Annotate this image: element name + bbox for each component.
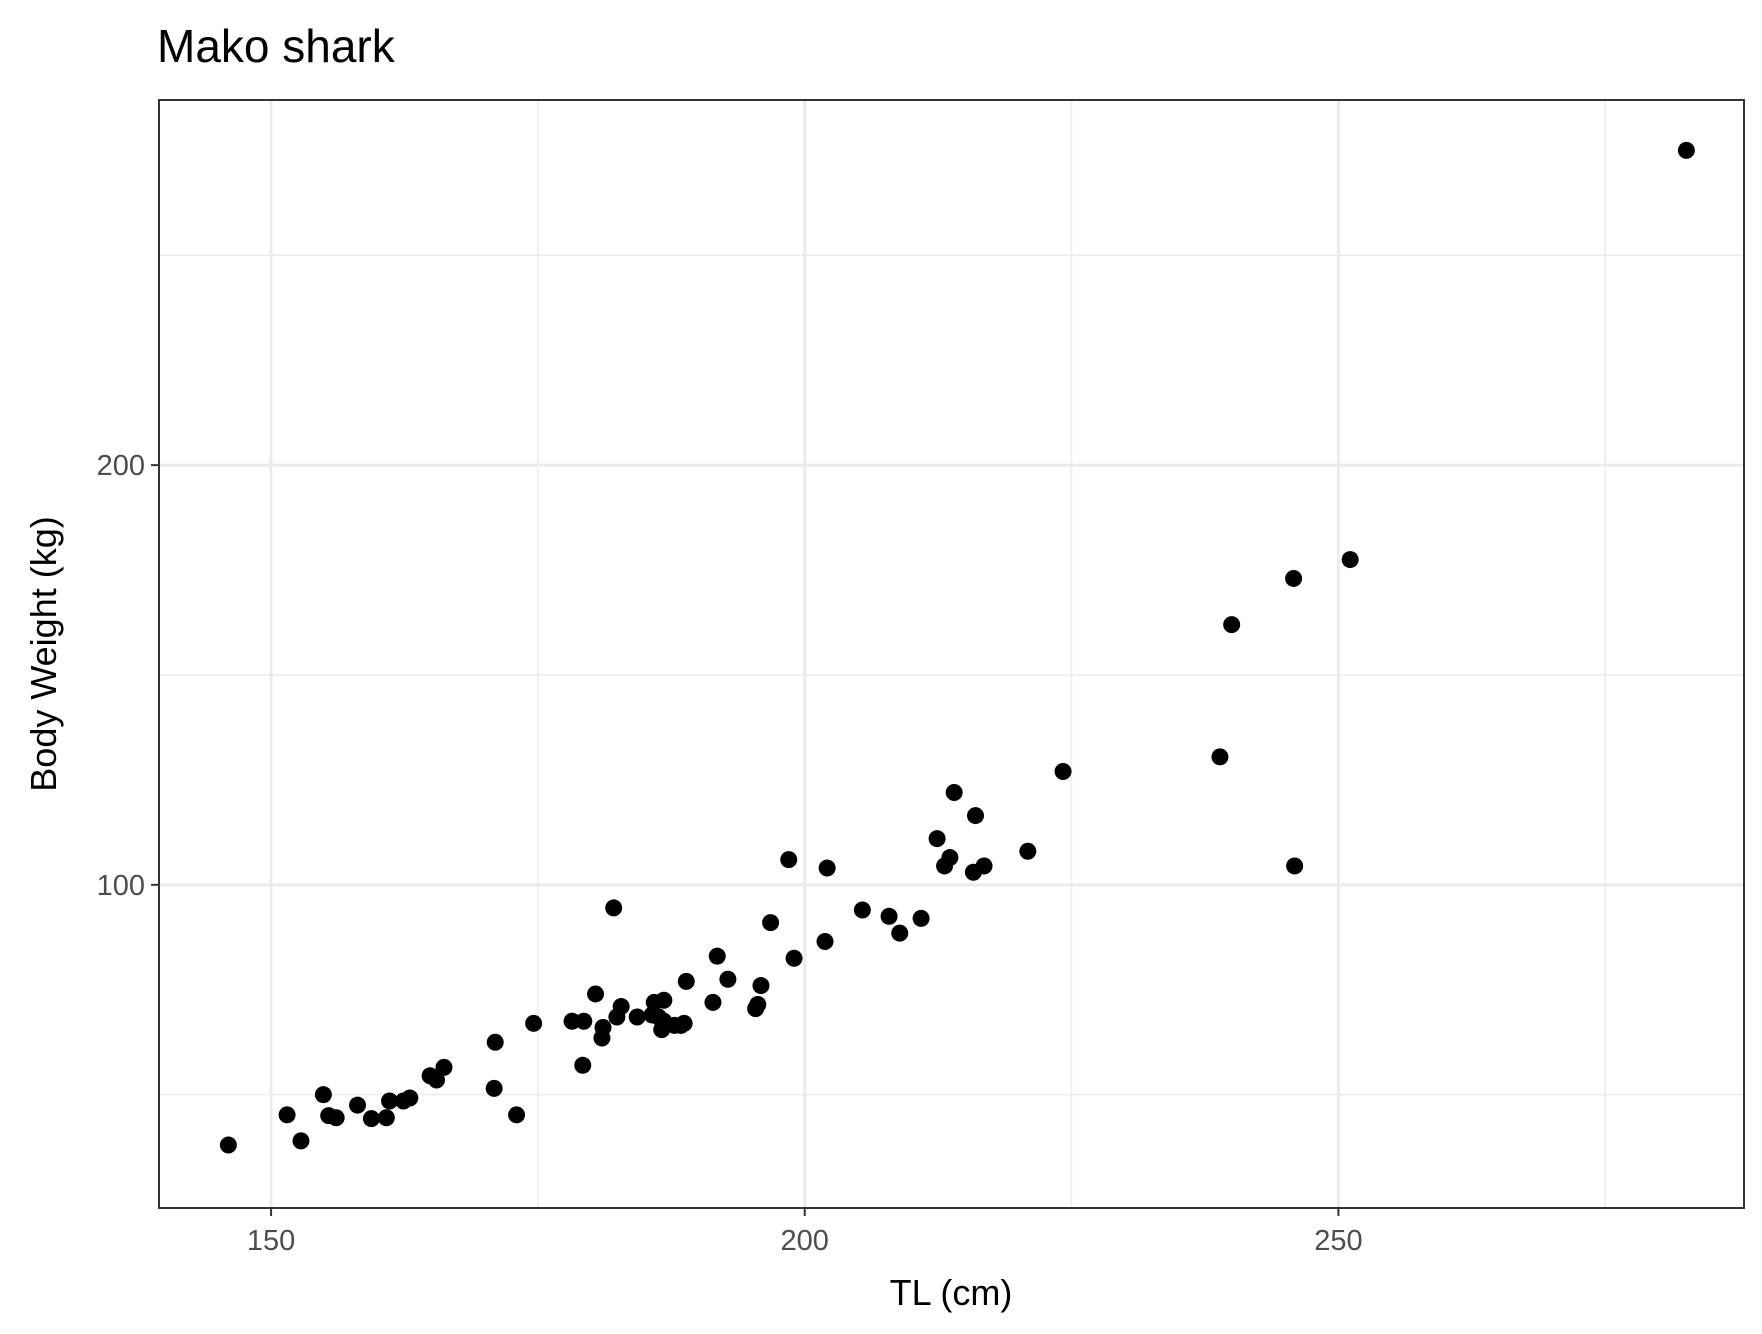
data-point bbox=[928, 830, 946, 848]
data-point bbox=[752, 977, 770, 995]
data-point bbox=[912, 909, 930, 927]
data-point bbox=[1019, 842, 1037, 860]
data-point bbox=[292, 1132, 310, 1150]
data-point bbox=[362, 1110, 380, 1128]
major-gridlines bbox=[159, 100, 1744, 1208]
data-point bbox=[525, 1014, 543, 1032]
data-point bbox=[575, 1012, 593, 1030]
data-point bbox=[719, 970, 737, 988]
x-axis-title: TL (cm) bbox=[890, 1272, 1013, 1313]
data-point bbox=[675, 1014, 693, 1032]
plot-panel bbox=[159, 100, 1744, 1208]
x-tick-label: 150 bbox=[247, 1225, 295, 1257]
data-point bbox=[587, 985, 605, 1003]
data-point bbox=[816, 932, 834, 950]
data-points bbox=[219, 141, 1695, 1154]
y-tick-label: 100 bbox=[97, 870, 145, 902]
data-point bbox=[219, 1136, 237, 1154]
data-point bbox=[594, 1019, 612, 1037]
y-axis-title: Body Weight (kg) bbox=[23, 516, 64, 791]
data-point bbox=[853, 901, 871, 919]
data-point bbox=[967, 807, 985, 825]
data-point bbox=[880, 907, 898, 925]
x-axis: 150 200 250 bbox=[247, 1208, 1363, 1257]
data-point bbox=[975, 857, 993, 875]
data-point bbox=[891, 924, 909, 942]
y-tick-label: 200 bbox=[97, 450, 145, 482]
data-point bbox=[780, 851, 798, 869]
data-point bbox=[655, 991, 673, 1009]
data-point bbox=[945, 784, 963, 801]
data-point bbox=[563, 1012, 581, 1030]
data-point bbox=[1211, 748, 1229, 766]
data-point bbox=[941, 849, 959, 867]
data-point bbox=[314, 1086, 332, 1104]
data-point bbox=[704, 993, 722, 1011]
plot-panel-border bbox=[158, 99, 1745, 1209]
data-point bbox=[508, 1106, 526, 1124]
y-axis: 100 200 bbox=[97, 450, 159, 902]
data-point bbox=[818, 859, 836, 877]
data-point bbox=[349, 1096, 367, 1114]
data-point bbox=[762, 914, 780, 932]
data-point bbox=[1341, 551, 1359, 569]
data-point bbox=[278, 1106, 296, 1124]
data-point bbox=[1677, 141, 1695, 159]
data-point bbox=[428, 1071, 446, 1089]
data-point bbox=[612, 998, 630, 1016]
data-point bbox=[1286, 857, 1304, 875]
data-point bbox=[435, 1058, 453, 1076]
data-point bbox=[785, 949, 803, 967]
data-point bbox=[381, 1092, 399, 1110]
x-tick-label: 250 bbox=[1314, 1225, 1362, 1257]
chart-title: Mako shark bbox=[157, 20, 396, 72]
data-point bbox=[486, 1033, 504, 1051]
data-point bbox=[1054, 763, 1072, 781]
data-point bbox=[574, 1056, 592, 1074]
data-point bbox=[708, 947, 726, 965]
minor-gridlines bbox=[159, 100, 1744, 1208]
data-point bbox=[327, 1109, 345, 1127]
data-point bbox=[1285, 569, 1303, 587]
data-point bbox=[401, 1089, 419, 1107]
data-point bbox=[1223, 616, 1241, 634]
x-tick-label: 200 bbox=[781, 1225, 829, 1257]
data-point bbox=[377, 1109, 395, 1127]
data-point bbox=[749, 995, 767, 1013]
data-point bbox=[677, 972, 695, 990]
data-point bbox=[485, 1079, 503, 1097]
data-point bbox=[605, 899, 623, 917]
data-point bbox=[628, 1008, 646, 1026]
